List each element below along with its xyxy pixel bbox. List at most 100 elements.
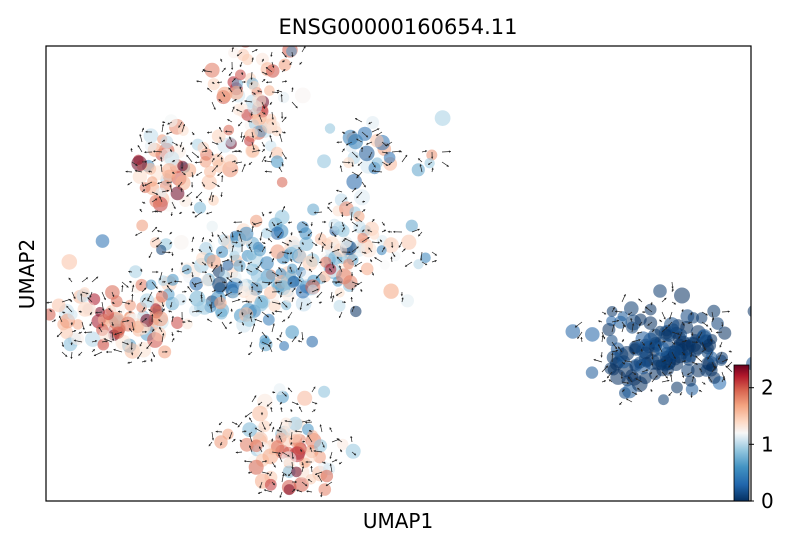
- velocity-arrow: [382, 230, 386, 232]
- cell-point: [661, 329, 672, 340]
- velocity-arrow: [432, 252, 437, 256]
- cell-point: [205, 63, 220, 78]
- velocity-arrow: [302, 332, 304, 340]
- cell-point: [216, 246, 228, 258]
- cell-point: [207, 221, 218, 232]
- velocity-arrow: [351, 297, 353, 302]
- cell-point: [346, 174, 362, 190]
- velocity-arrow: [699, 390, 702, 392]
- cell-point: [280, 418, 292, 430]
- velocity-arrow: [128, 362, 132, 364]
- velocity-arrow: [221, 175, 223, 182]
- cell-point: [372, 157, 383, 168]
- velocity-arrow: [220, 192, 222, 197]
- velocity-arrow: [580, 337, 582, 342]
- cell-point: [62, 254, 78, 270]
- cell-point: [252, 93, 266, 107]
- velocity-arrow: [280, 492, 283, 498]
- cell-point: [318, 386, 330, 398]
- velocity-arrow: [171, 212, 173, 216]
- cell-point: [377, 245, 387, 255]
- velocity-arrow: [374, 257, 382, 262]
- velocity-arrow: [151, 359, 153, 362]
- velocity-arrow: [265, 170, 272, 172]
- velocity-arrow: [52, 320, 56, 322]
- velocity-arrows: [47, 46, 732, 498]
- velocity-arrow: [79, 332, 82, 334]
- velocity-arrow: [152, 271, 158, 273]
- velocity-arrow: [671, 289, 673, 292]
- velocity-arrow: [669, 392, 672, 396]
- cell-point: [314, 439, 327, 452]
- velocity-arrow: [432, 260, 437, 262]
- cell-point: [158, 275, 169, 286]
- velocity-arrow: [209, 442, 212, 446]
- cell-point: [71, 332, 84, 345]
- velocity-arrow: [292, 102, 298, 108]
- velocity-arrow: [130, 148, 132, 152]
- velocity-arrow: [106, 351, 112, 353]
- cell-point: [140, 293, 154, 307]
- velocity-arrow: [305, 421, 312, 423]
- velocity-arrow: [171, 332, 173, 336]
- cell-point: [689, 343, 702, 356]
- velocity-arrow: [250, 342, 252, 347]
- velocity-arrow: [129, 281, 132, 283]
- velocity-arrow: [82, 278, 88, 283]
- velocity-arrow: [355, 118, 362, 122]
- velocity-arrow: [600, 352, 602, 357]
- cell-point: [620, 346, 635, 361]
- cell-point: [270, 244, 284, 258]
- velocity-arrow: [171, 268, 173, 272]
- velocity-arrow: [722, 310, 730, 312]
- velocity-arrow: [264, 160, 272, 162]
- velocity-arrow: [260, 232, 263, 241]
- cell-point: [52, 299, 66, 313]
- velocity-arrow: [272, 324, 275, 333]
- velocity-arrow: [192, 262, 195, 264]
- cell-point: [748, 305, 761, 318]
- cell-point: [156, 291, 168, 303]
- cell-point: [182, 265, 192, 275]
- velocity-arrow: [149, 252, 152, 258]
- velocity-arrow: [330, 292, 332, 299]
- velocity-arrow: [282, 320, 285, 322]
- velocity-arrow: [62, 352, 67, 357]
- velocity-arrow: [70, 299, 72, 302]
- cell-point: [645, 304, 657, 316]
- velocity-arrow: [659, 320, 662, 322]
- cell-point: [147, 176, 157, 186]
- velocity-arrow: [168, 310, 172, 312]
- velocity-arrow: [362, 209, 365, 212]
- velocity-arrow: [626, 399, 632, 402]
- cell-point: [43, 308, 55, 320]
- cell-point: [260, 256, 274, 270]
- velocity-arrow: [262, 242, 265, 244]
- cell-point: [401, 294, 414, 307]
- velocity-arrow: [192, 237, 194, 242]
- velocity-arrow: [282, 131, 286, 133]
- velocity-arrow: [242, 164, 246, 172]
- velocity-arrow: [575, 322, 582, 327]
- cell-point: [182, 319, 193, 330]
- velocity-arrow: [249, 162, 252, 165]
- velocity-arrow: [431, 168, 433, 172]
- velocity-arrow: [152, 160, 156, 163]
- plot-frame: [46, 46, 751, 501]
- velocity-arrow: [135, 232, 142, 236]
- velocity-arrow: [177, 330, 182, 332]
- cell-point: [306, 336, 318, 348]
- velocity-arrow: [248, 352, 252, 355]
- cell-point: [165, 114, 178, 127]
- cell-point: [566, 324, 581, 339]
- velocity-arrow: [266, 81, 272, 83]
- velocity-arrow: [317, 292, 322, 298]
- velocity-arrow: [47, 301, 52, 303]
- velocity-arrow: [126, 171, 132, 173]
- cell-point: [286, 46, 297, 57]
- velocity-arrow: [638, 299, 642, 302]
- velocity-arrow: [279, 167, 282, 172]
- cell-point: [263, 26, 273, 36]
- cell-point: [239, 227, 253, 241]
